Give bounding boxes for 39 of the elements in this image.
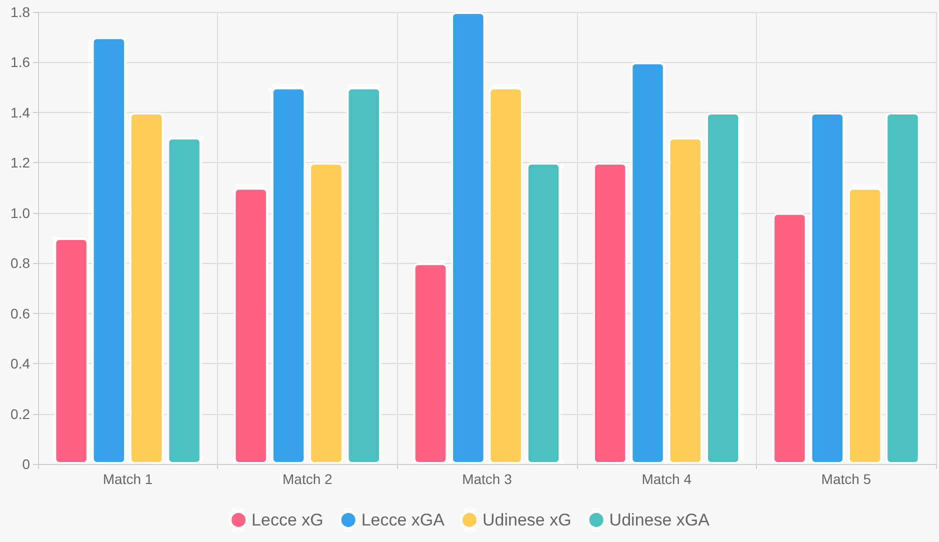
legend-label: Lecce xGA [361,510,446,530]
bar [668,138,703,464]
bar [271,87,306,464]
bar [848,188,882,464]
legend-label: Udinese xGA [609,510,710,530]
y-tick-label: 0.2 [10,406,30,422]
x-tick-label: Match 3 [462,471,512,487]
x-tick-label: Match 5 [821,471,872,487]
bar [54,238,88,464]
bar [886,112,920,464]
y-tick-label: 1.8 [10,4,30,20]
y-tick-label: 0 [22,456,30,472]
y-tick-label: 0.8 [10,255,30,272]
bar [413,263,448,464]
bar [592,162,628,464]
y-tick-label: 0.4 [10,356,30,372]
bar [346,87,382,464]
y-tick-label: 1.4 [10,104,30,120]
bar [810,112,844,464]
bar [451,12,486,464]
y-tick-label: 1.0 [10,204,30,221]
bar [772,212,807,464]
bar [92,37,126,464]
y-tick-label: 1.2 [10,154,30,171]
bar [526,162,561,464]
y-tick-label: 1.6 [10,54,30,70]
legend-label: Lecce xG [252,510,324,530]
x-tick-label: Match 1 [102,471,153,487]
bar [234,188,268,464]
y-tick-label: 0.6 [10,305,30,322]
legend-label: Udinese xG [482,510,572,530]
x-tick-label: Match 2 [282,471,333,487]
bar [309,162,344,464]
x-tick-label: Match 4 [642,471,692,487]
bar [167,138,202,464]
bar [630,62,665,464]
bar [488,87,523,464]
bar [706,112,740,464]
bar [130,112,164,464]
